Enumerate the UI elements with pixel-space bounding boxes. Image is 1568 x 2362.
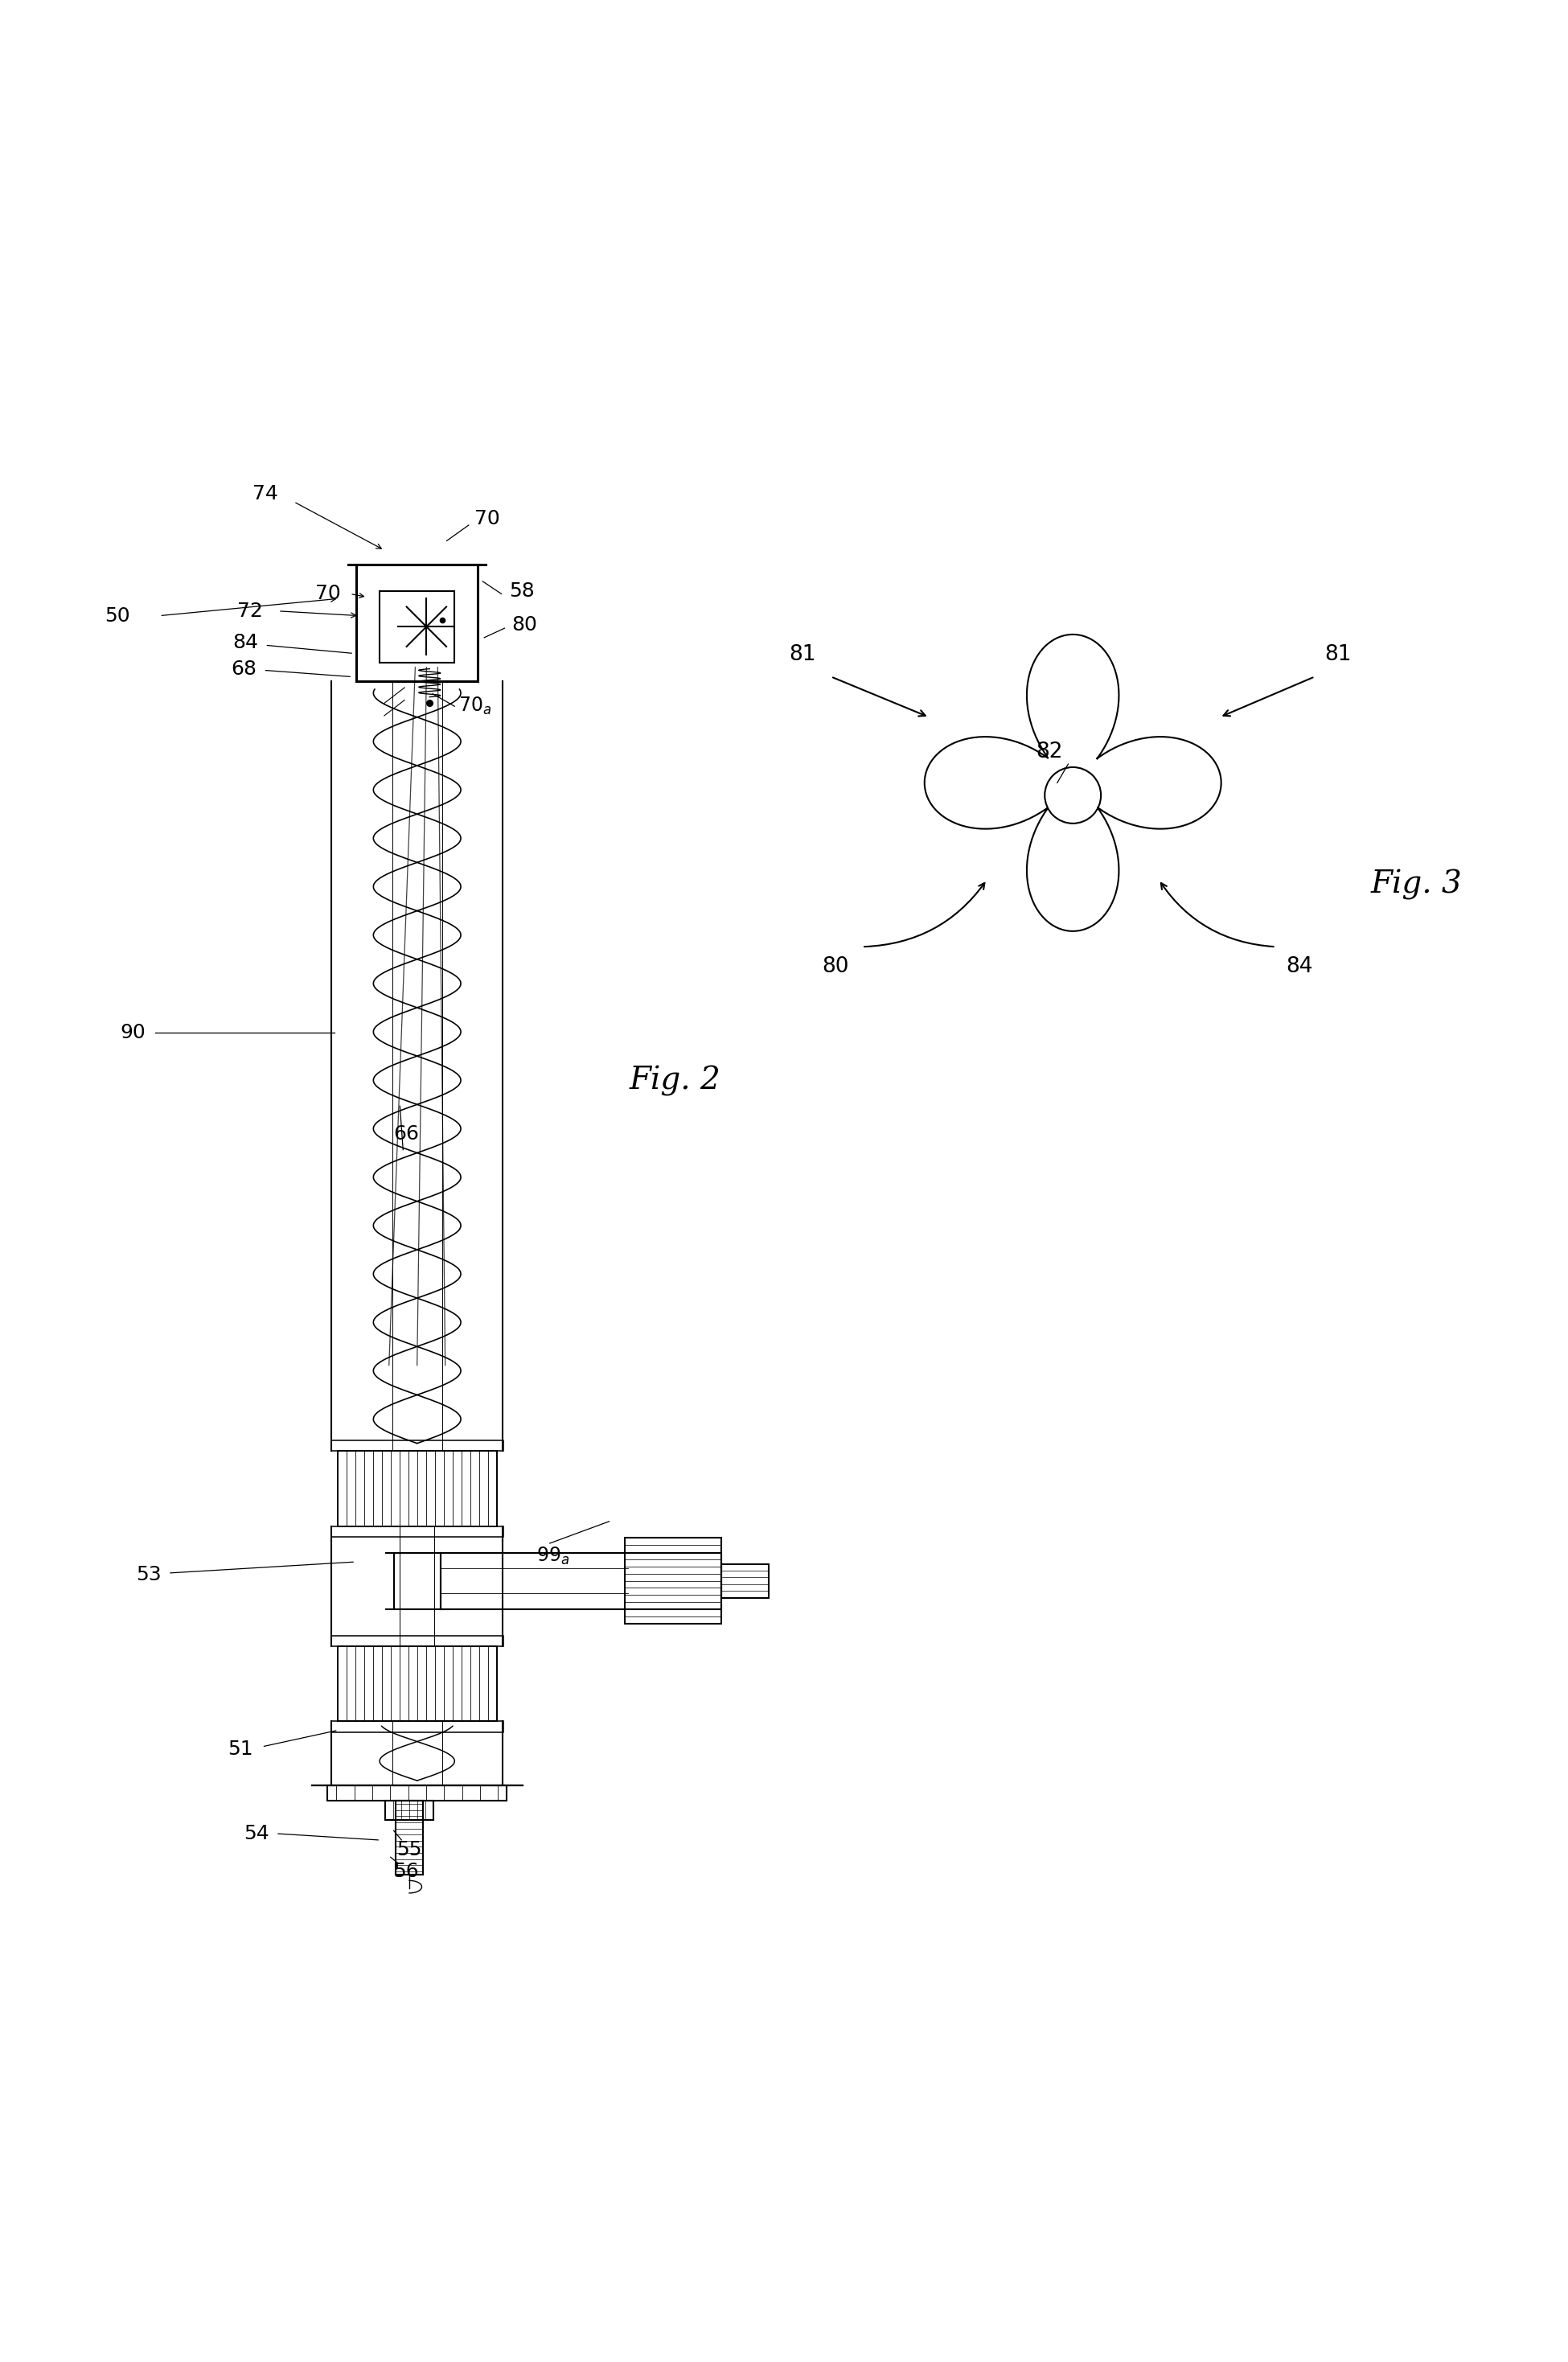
Text: $70_a$: $70_a$ xyxy=(458,697,491,716)
Bar xyxy=(395,1800,423,1875)
Text: 68: 68 xyxy=(230,659,257,678)
Bar xyxy=(331,1722,503,1731)
Text: 50: 50 xyxy=(105,607,130,626)
Bar xyxy=(331,1441,503,1450)
Text: 84: 84 xyxy=(232,633,259,652)
Bar xyxy=(624,1538,721,1623)
Text: 90: 90 xyxy=(121,1023,146,1042)
Text: 74: 74 xyxy=(252,484,279,503)
Bar xyxy=(328,1786,506,1800)
Text: Fig. 2: Fig. 2 xyxy=(629,1065,720,1096)
Text: Fig. 3: Fig. 3 xyxy=(1370,869,1461,900)
Text: 54: 54 xyxy=(243,1823,270,1842)
Bar xyxy=(331,1526,503,1538)
Text: 53: 53 xyxy=(136,1566,162,1585)
Text: 66: 66 xyxy=(394,1124,419,1143)
Bar xyxy=(337,1646,497,1722)
Text: 84: 84 xyxy=(1286,957,1312,978)
Text: 51: 51 xyxy=(227,1741,254,1760)
Bar xyxy=(356,565,478,680)
Text: 56: 56 xyxy=(394,1861,419,1880)
Text: 80: 80 xyxy=(513,616,538,635)
Bar xyxy=(337,1450,497,1526)
Bar xyxy=(721,1564,768,1597)
Bar xyxy=(386,1800,433,1819)
Bar xyxy=(331,1635,503,1646)
Text: 82: 82 xyxy=(1036,742,1063,763)
Text: $99_a$: $99_a$ xyxy=(536,1545,569,1566)
Text: 81: 81 xyxy=(789,645,817,666)
Text: 81: 81 xyxy=(1325,645,1352,666)
Text: 58: 58 xyxy=(510,581,535,600)
Text: 72: 72 xyxy=(237,602,263,621)
Bar xyxy=(441,1552,721,1609)
Text: 55: 55 xyxy=(397,1840,422,1859)
Text: 80: 80 xyxy=(822,957,848,978)
Text: 70: 70 xyxy=(315,583,340,605)
Bar xyxy=(379,590,455,664)
Text: 70: 70 xyxy=(475,510,500,529)
